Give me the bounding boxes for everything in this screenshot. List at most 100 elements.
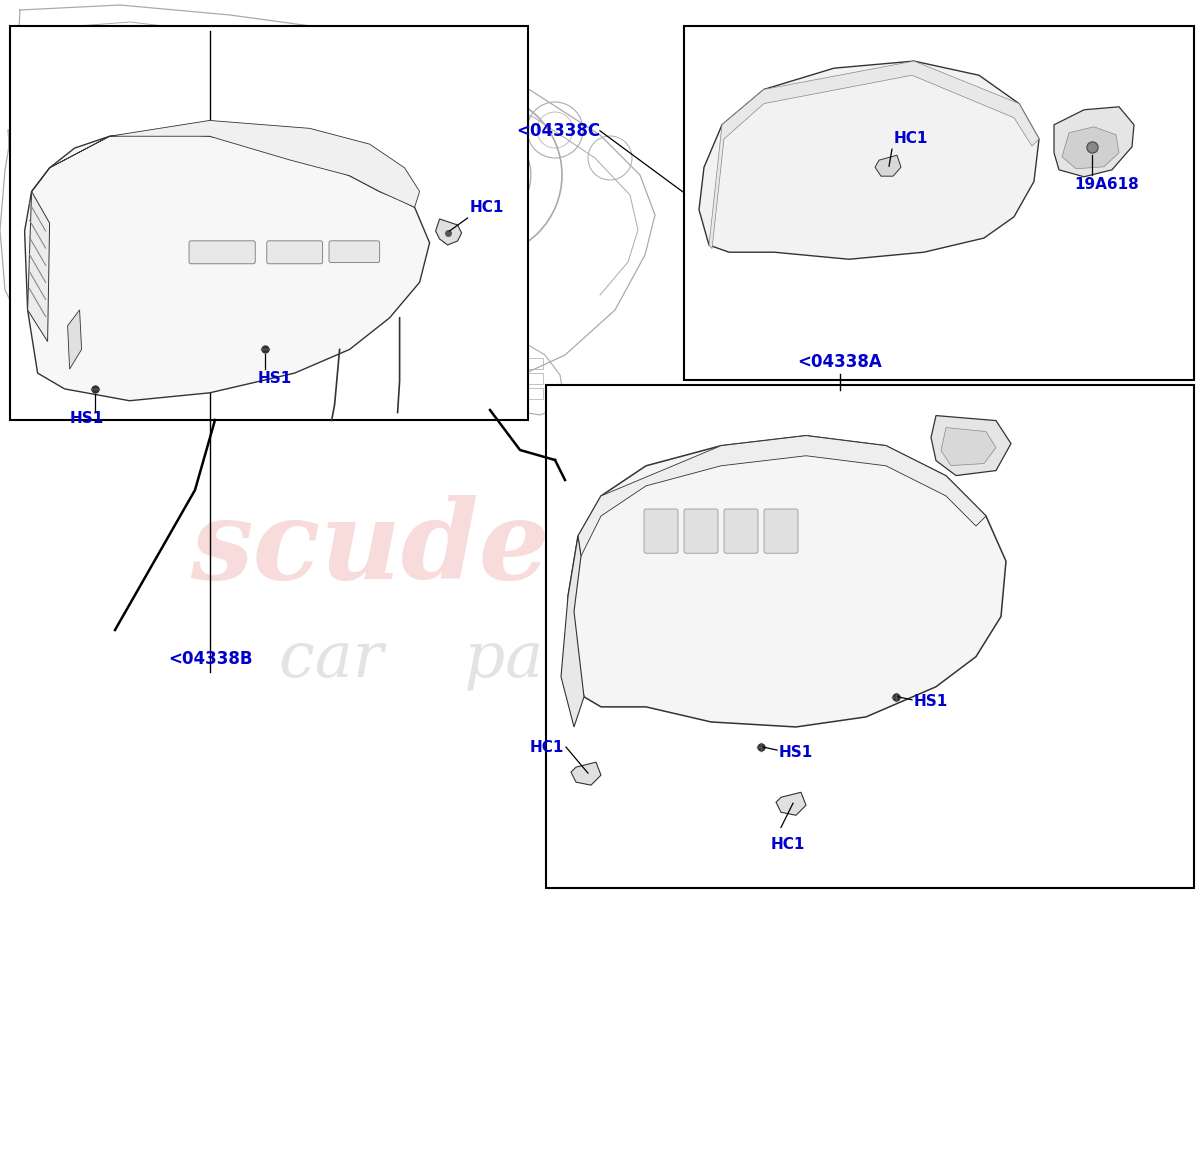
Bar — [120, 75, 136, 86]
Bar — [934, 540, 973, 590]
Bar — [140, 90, 156, 100]
Bar — [1135, 442, 1176, 491]
Text: 19A618: 19A618 — [1075, 176, 1139, 192]
Bar — [1135, 640, 1176, 689]
Bar — [160, 60, 176, 71]
Polygon shape — [578, 436, 986, 556]
Bar — [684, 26, 1194, 380]
Bar — [852, 491, 893, 540]
Bar — [180, 90, 196, 100]
Text: car    parts: car parts — [280, 630, 632, 690]
Bar — [498, 373, 542, 384]
Bar — [172, 228, 198, 246]
Bar — [893, 640, 934, 689]
FancyBboxPatch shape — [190, 241, 256, 264]
Bar — [1135, 491, 1176, 540]
Polygon shape — [1054, 106, 1134, 176]
Bar — [120, 60, 136, 71]
Text: scuderia: scuderia — [190, 495, 722, 603]
Bar — [1055, 540, 1096, 590]
Bar — [1096, 491, 1135, 540]
Bar — [973, 442, 1014, 491]
Bar — [120, 105, 136, 116]
Bar — [893, 491, 934, 540]
Bar — [1055, 590, 1096, 640]
Bar — [852, 590, 893, 640]
Bar — [973, 640, 1014, 689]
Bar — [1014, 491, 1055, 540]
Bar — [166, 222, 314, 252]
Bar — [498, 359, 542, 369]
Polygon shape — [28, 192, 49, 341]
Bar — [340, 75, 400, 113]
Bar — [852, 540, 893, 590]
Bar — [973, 491, 1014, 540]
Bar — [852, 391, 893, 440]
Polygon shape — [67, 310, 82, 369]
Bar — [120, 90, 136, 100]
Bar — [1014, 442, 1055, 491]
Bar — [1135, 540, 1176, 590]
Bar — [1055, 491, 1096, 540]
Bar — [274, 228, 300, 246]
Polygon shape — [31, 120, 420, 207]
Bar — [934, 590, 973, 640]
Bar — [140, 105, 156, 116]
Text: HC1: HC1 — [469, 200, 504, 215]
Polygon shape — [931, 416, 1010, 475]
Bar — [1096, 540, 1135, 590]
Polygon shape — [941, 427, 996, 466]
Bar — [893, 590, 934, 640]
Bar — [973, 590, 1014, 640]
FancyBboxPatch shape — [684, 509, 718, 554]
Bar — [240, 228, 266, 246]
Polygon shape — [568, 436, 1006, 726]
Bar — [546, 385, 1194, 888]
Polygon shape — [709, 61, 1039, 249]
Bar — [415, 90, 467, 128]
Bar — [160, 90, 176, 100]
Text: <04338A: <04338A — [798, 354, 882, 371]
Bar — [852, 442, 893, 491]
Bar — [160, 105, 176, 116]
Bar — [498, 388, 542, 399]
Bar — [934, 442, 973, 491]
Bar — [390, 55, 438, 86]
Bar — [180, 105, 196, 116]
Bar — [1096, 640, 1135, 689]
Polygon shape — [1062, 127, 1120, 169]
FancyBboxPatch shape — [266, 241, 323, 264]
Bar — [1135, 391, 1176, 440]
Bar — [140, 75, 156, 86]
Bar — [194, 260, 310, 296]
Bar — [220, 50, 305, 90]
Bar — [893, 391, 934, 440]
Bar — [140, 60, 156, 71]
Text: HS1: HS1 — [914, 694, 948, 709]
Polygon shape — [875, 155, 901, 176]
Text: HC1: HC1 — [772, 837, 805, 853]
Bar — [852, 640, 893, 689]
Bar — [160, 105, 314, 116]
Bar — [1055, 640, 1096, 689]
Polygon shape — [562, 536, 584, 726]
Bar — [1135, 590, 1176, 640]
Bar — [1096, 442, 1135, 491]
Bar — [1055, 391, 1096, 440]
Bar — [934, 640, 973, 689]
Bar — [1014, 590, 1055, 640]
Bar — [206, 228, 232, 246]
Text: HC1: HC1 — [894, 131, 929, 146]
Polygon shape — [24, 132, 430, 401]
Bar — [160, 123, 314, 134]
Bar — [160, 141, 314, 152]
Bar — [934, 491, 973, 540]
Bar — [1055, 442, 1096, 491]
Text: HS1: HS1 — [779, 744, 814, 759]
Bar — [1096, 590, 1135, 640]
Text: HC1: HC1 — [529, 739, 564, 755]
Bar — [180, 60, 196, 71]
Bar — [893, 540, 934, 590]
Bar — [10, 26, 528, 420]
Bar — [1096, 391, 1135, 440]
